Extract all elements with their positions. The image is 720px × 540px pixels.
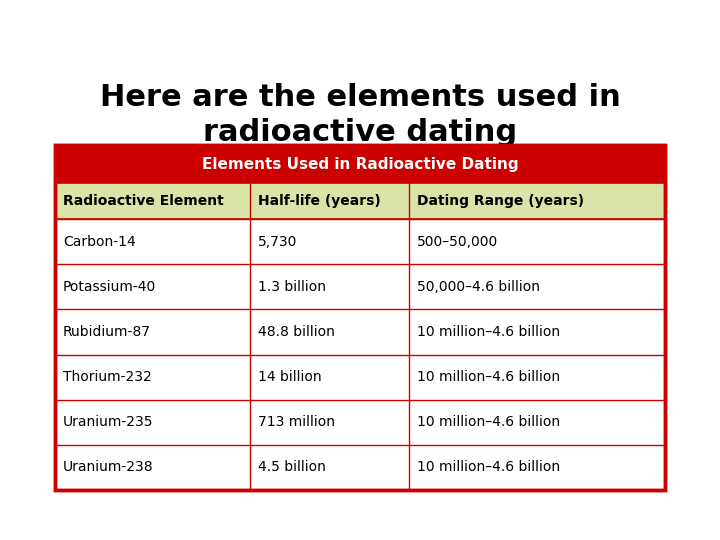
Bar — [55, 145, 665, 183]
Text: 50,000–4.6 billion: 50,000–4.6 billion — [417, 280, 540, 294]
Text: Radioactive Element: Radioactive Element — [63, 194, 224, 208]
Text: 48.8 billion: 48.8 billion — [258, 325, 335, 339]
Bar — [55, 219, 665, 264]
Text: Half-life (years): Half-life (years) — [258, 194, 381, 208]
Text: 713 million: 713 million — [258, 415, 336, 429]
Text: Elements Used in Radioactive Dating: Elements Used in Radioactive Dating — [202, 157, 518, 172]
Text: Thorium-232: Thorium-232 — [63, 370, 152, 384]
Text: Rubidium-87: Rubidium-87 — [63, 325, 151, 339]
Text: 14 billion: 14 billion — [258, 370, 322, 384]
Bar — [55, 145, 665, 490]
Bar — [55, 145, 665, 490]
Bar — [55, 183, 665, 219]
Text: Here are the elements used in
radioactive dating: Here are the elements used in radioactiv… — [99, 83, 621, 147]
Text: 10 million–4.6 billion: 10 million–4.6 billion — [417, 325, 560, 339]
Text: Uranium-235: Uranium-235 — [63, 415, 153, 429]
Bar — [55, 445, 665, 490]
Bar — [55, 400, 665, 445]
Text: Potassium-40: Potassium-40 — [63, 280, 156, 294]
Text: 10 million–4.6 billion: 10 million–4.6 billion — [417, 415, 560, 429]
Text: Dating Range (years): Dating Range (years) — [417, 194, 584, 208]
Bar — [55, 264, 665, 309]
Bar — [55, 309, 665, 354]
Bar — [55, 354, 665, 400]
Text: 4.5 billion: 4.5 billion — [258, 461, 326, 475]
Text: 10 million–4.6 billion: 10 million–4.6 billion — [417, 370, 560, 384]
Text: Uranium-238: Uranium-238 — [63, 461, 153, 475]
Text: 500–50,000: 500–50,000 — [417, 234, 498, 248]
Text: 1.3 billion: 1.3 billion — [258, 280, 326, 294]
Text: Carbon-14: Carbon-14 — [63, 234, 136, 248]
Text: 5,730: 5,730 — [258, 234, 297, 248]
Text: 10 million–4.6 billion: 10 million–4.6 billion — [417, 461, 560, 475]
